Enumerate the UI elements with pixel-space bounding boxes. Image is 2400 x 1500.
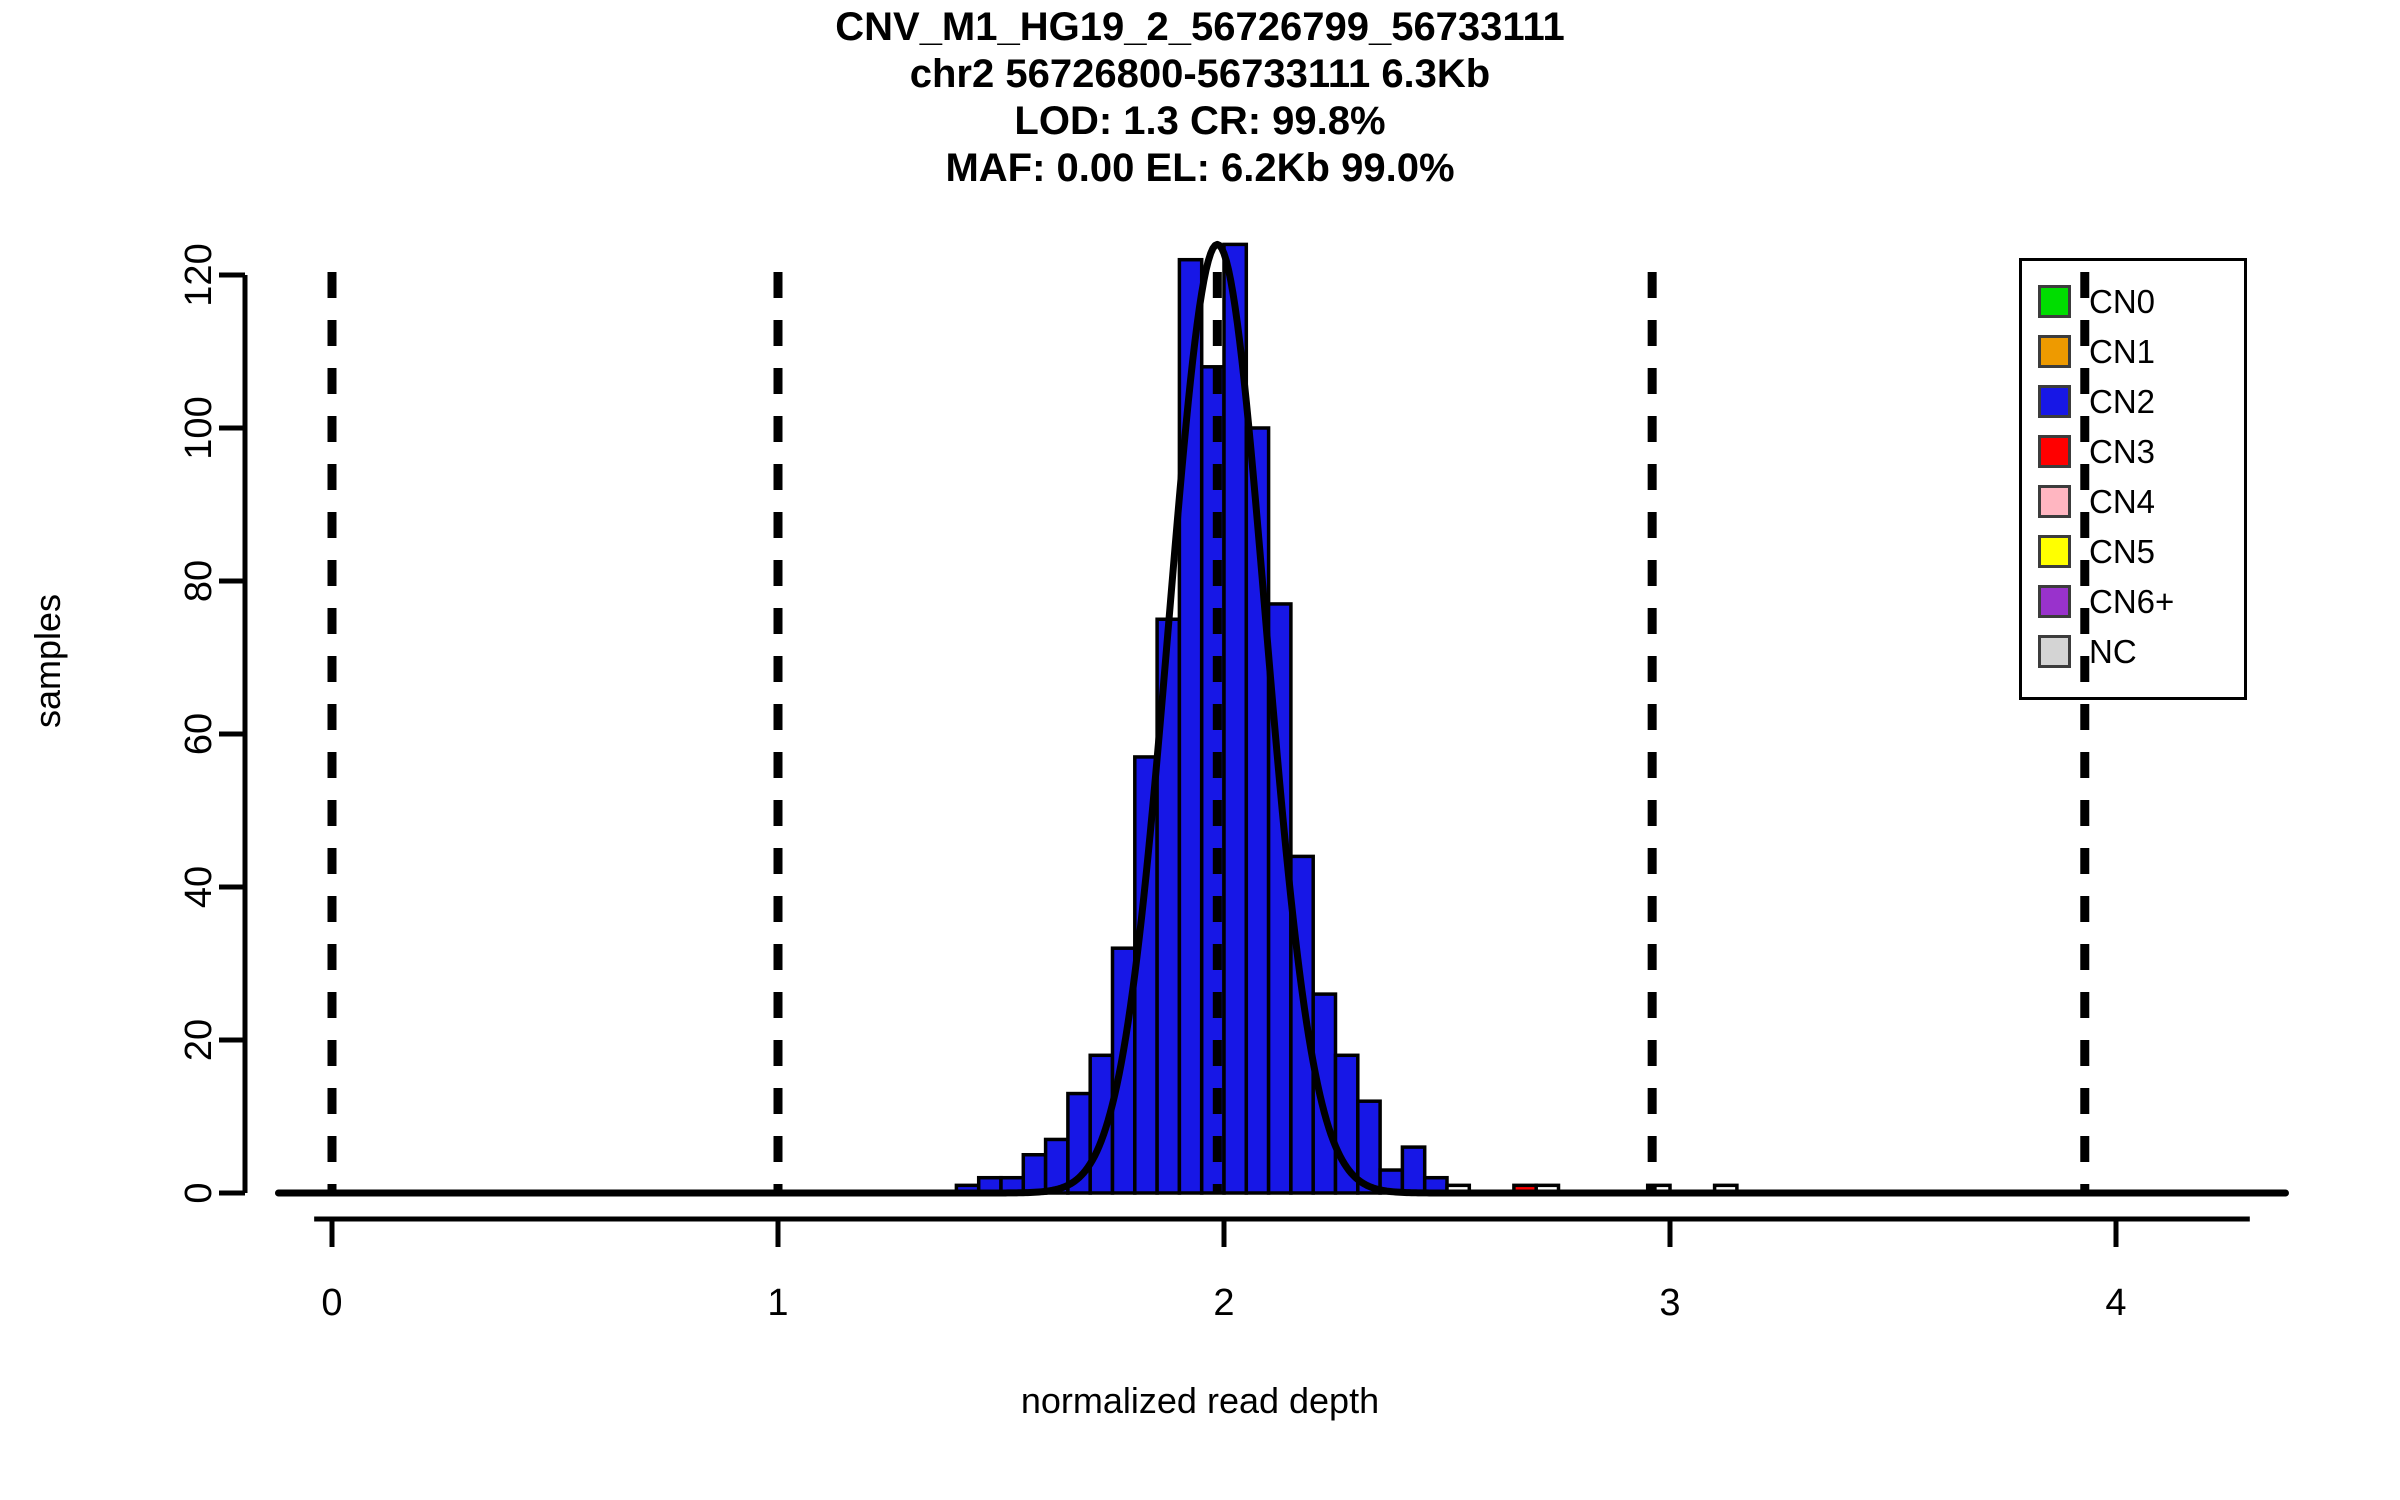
x-tick-label: 2 <box>1213 1282 1234 1324</box>
legend: CN0 CN1 CN2 CN3 CN4 CN5 CN6+ NC <box>2038 276 2248 676</box>
histogram-bar <box>1021 1153 1048 1195</box>
legend-item-label: CN5 <box>2089 532 2156 570</box>
y-tick-label: 40 <box>178 866 220 908</box>
legend-item-label: CN2 <box>2089 382 2156 420</box>
legend-swatch-icon <box>2038 384 2071 418</box>
reference-lines <box>327 272 2090 1193</box>
histogram-bars <box>954 242 1739 1195</box>
histogram-bar <box>1400 1145 1427 1195</box>
y-tick-label: 60 <box>178 713 220 755</box>
histogram-bar <box>1356 1099 1382 1195</box>
x-tick-label: 0 <box>321 1282 342 1324</box>
legend-swatch-icon <box>2038 484 2071 518</box>
legend-item-label: CN4 <box>2089 482 2156 520</box>
legend-swatch-icon <box>2038 284 2071 318</box>
tick-labels: 0 20 40 60 80 100 120 0 1 2 3 4 <box>178 243 2127 1324</box>
legend-swatch-icon <box>2038 634 2071 668</box>
legend-frame <box>2019 258 2247 700</box>
legend-item-nc[interactable]: NC <box>2038 626 2248 676</box>
x-axis-title: normalized read depth <box>1020 1380 1380 1421</box>
x-tick-label: 4 <box>2105 1282 2126 1324</box>
density-curve <box>274 240 2289 1197</box>
legend-item-label: CN1 <box>2089 332 2156 370</box>
legend-item-label: CN6+ <box>2089 582 2175 620</box>
x-tick-label: 1 <box>767 1282 788 1324</box>
y-tick-label: 100 <box>178 396 220 459</box>
legend-item-cn0[interactable]: CN0 <box>2038 276 2248 326</box>
legend-swatch-icon <box>2038 334 2071 368</box>
histogram-bar <box>1199 365 1226 1195</box>
y-tick-label: 20 <box>178 1019 220 1061</box>
axes <box>219 272 2250 1247</box>
y-tick-label: 80 <box>178 560 220 602</box>
y-tick-label: 0 <box>178 1182 220 1203</box>
legend-item-cn4[interactable]: CN4 <box>2038 476 2248 526</box>
x-tick-label: 3 <box>1659 1282 1680 1324</box>
legend-item-label: NC <box>2089 632 2137 670</box>
legend-swatch-icon <box>2038 434 2071 468</box>
legend-item-cn5[interactable]: CN5 <box>2038 526 2248 576</box>
legend-item-label: CN3 <box>2089 432 2156 470</box>
legend-swatch-icon <box>2038 534 2071 568</box>
y-tick-label: 120 <box>178 243 220 306</box>
legend-item-cn1[interactable]: CN1 <box>2038 326 2248 376</box>
legend-item-cn6plus[interactable]: CN6+ <box>2038 576 2248 626</box>
legend-item-cn2[interactable]: CN2 <box>2038 376 2248 426</box>
legend-item-label: CN0 <box>2089 282 2156 320</box>
legend-swatch-icon <box>2038 584 2071 618</box>
legend-item-cn3[interactable]: CN3 <box>2038 426 2248 476</box>
